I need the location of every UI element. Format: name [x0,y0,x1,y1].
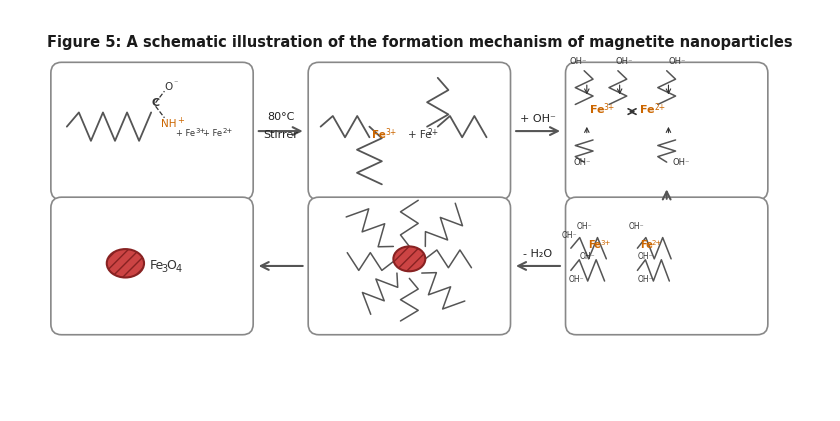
Text: OH⁻: OH⁻ [569,57,586,66]
FancyBboxPatch shape [308,62,511,200]
Text: Fe: Fe [372,130,386,140]
Text: +: + [177,116,184,125]
Text: Fe: Fe [640,105,654,115]
Text: 3+: 3+ [196,128,206,134]
Text: Fe: Fe [591,105,605,115]
Text: OH⁻: OH⁻ [562,231,578,240]
Text: OH⁻: OH⁻ [569,275,585,284]
Text: 3+: 3+ [600,240,611,246]
Text: 3+: 3+ [386,128,396,137]
Text: OH⁻: OH⁻ [615,57,633,66]
FancyBboxPatch shape [308,197,511,335]
Text: ⁻: ⁻ [173,78,178,87]
Text: C: C [151,98,160,108]
Text: OH⁻: OH⁻ [628,222,644,231]
Text: 2+: 2+ [428,128,439,137]
Text: - H₂O: - H₂O [523,249,553,259]
Text: OH⁻: OH⁻ [574,158,591,167]
FancyBboxPatch shape [565,197,768,335]
FancyBboxPatch shape [51,62,253,200]
Text: Figure 5: A schematic illustration of the formation mechanism of magnetite nanop: Figure 5: A schematic illustration of th… [47,35,793,50]
Text: OH⁻: OH⁻ [577,222,593,231]
Text: Fe: Fe [640,240,653,250]
Text: Stirrer: Stirrer [263,130,298,140]
Text: 3+: 3+ [604,103,615,112]
Text: 2+: 2+ [223,128,234,134]
Text: NH: NH [161,119,176,129]
Text: + Fe: + Fe [408,130,432,140]
Ellipse shape [393,246,425,271]
Text: OH⁻: OH⁻ [638,275,653,284]
Text: 4: 4 [176,264,182,274]
Text: Fe: Fe [589,240,601,250]
Text: OH⁻: OH⁻ [673,158,690,167]
Text: + OH⁻: + OH⁻ [520,114,556,124]
FancyBboxPatch shape [51,197,253,335]
FancyBboxPatch shape [565,62,768,200]
Text: + Fe: + Fe [203,128,223,138]
Text: 3: 3 [162,264,168,274]
Text: Fe: Fe [150,258,164,272]
Text: + Fe: + Fe [176,128,195,138]
Ellipse shape [107,249,144,277]
Text: 80°C: 80°C [267,112,294,123]
Text: OH⁻: OH⁻ [638,252,653,261]
Text: O: O [165,82,173,92]
Text: OH⁻: OH⁻ [580,252,596,261]
Text: 2+: 2+ [652,240,662,246]
Text: O: O [166,258,176,272]
Text: OH⁻: OH⁻ [669,57,685,66]
Text: 2+: 2+ [654,103,665,112]
